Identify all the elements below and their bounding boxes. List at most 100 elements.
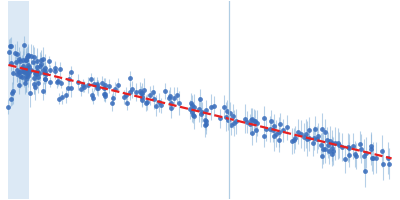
Point [46, 60, 52, 63]
Point [339, 146, 346, 149]
Point [124, 101, 130, 105]
Point [271, 135, 277, 138]
Point [291, 139, 297, 142]
Point [380, 162, 386, 165]
Point [224, 118, 231, 121]
Point [115, 83, 121, 86]
Point [284, 126, 290, 129]
Point [360, 154, 367, 157]
Point [197, 98, 203, 101]
Point [22, 81, 28, 84]
Point [26, 65, 32, 68]
Point [31, 76, 38, 79]
Point [171, 96, 177, 99]
Point [42, 69, 48, 72]
Point [249, 132, 256, 135]
Bar [8, 1, 30, 199]
Point [379, 149, 386, 152]
Point [57, 68, 64, 71]
Point [23, 74, 30, 78]
Point [318, 127, 325, 130]
Point [36, 71, 42, 74]
Point [327, 139, 333, 143]
Point [25, 75, 32, 78]
Point [21, 70, 28, 74]
Point [199, 110, 206, 114]
Point [318, 154, 325, 157]
Point [17, 59, 23, 62]
Point [336, 143, 342, 147]
Point [162, 89, 168, 93]
Point [244, 120, 250, 124]
Point [368, 145, 374, 148]
Point [139, 91, 145, 94]
Point [253, 129, 260, 132]
Point [88, 77, 94, 81]
Point [268, 120, 274, 123]
Point [20, 59, 26, 62]
Point [99, 81, 105, 84]
Point [95, 86, 102, 90]
Point [13, 52, 20, 55]
Point [198, 112, 204, 115]
Point [196, 108, 202, 111]
Point [8, 97, 14, 100]
Point [220, 105, 227, 108]
Point [357, 143, 364, 146]
Point [10, 71, 17, 74]
Point [344, 146, 351, 149]
Point [23, 58, 29, 62]
Point [191, 115, 197, 118]
Point [32, 72, 39, 75]
Point [228, 124, 234, 127]
Point [63, 93, 69, 97]
Point [310, 141, 316, 145]
Point [203, 119, 210, 122]
Point [19, 66, 26, 69]
Point [174, 94, 180, 97]
Point [313, 138, 320, 141]
Point [8, 44, 14, 47]
Point [94, 86, 100, 89]
Point [350, 144, 356, 148]
Point [202, 123, 209, 126]
Point [329, 142, 335, 145]
Point [233, 120, 240, 123]
Point [324, 139, 330, 142]
Point [189, 103, 195, 106]
Point [230, 114, 237, 117]
Point [373, 156, 380, 159]
Point [20, 64, 26, 68]
Point [108, 101, 115, 104]
Point [40, 90, 46, 93]
Point [231, 121, 237, 124]
Point [276, 138, 282, 141]
Point [280, 129, 286, 132]
Point [252, 119, 258, 122]
Point [22, 77, 29, 80]
Point [33, 73, 39, 76]
Point [16, 83, 22, 87]
Point [58, 82, 64, 85]
Point [24, 67, 30, 70]
Point [188, 110, 195, 114]
Point [28, 69, 34, 72]
Point [271, 124, 277, 127]
Point [263, 128, 270, 131]
Point [190, 113, 196, 116]
Point [123, 93, 129, 96]
Point [6, 50, 12, 53]
Point [34, 60, 40, 63]
Point [41, 77, 48, 81]
Point [54, 81, 60, 84]
Point [201, 119, 208, 122]
Point [10, 89, 16, 92]
Point [311, 137, 317, 140]
Point [363, 151, 370, 154]
Point [352, 155, 359, 158]
Point [42, 77, 48, 80]
Point [368, 148, 374, 151]
Point [31, 55, 37, 58]
Point [303, 132, 309, 135]
Point [158, 104, 164, 107]
